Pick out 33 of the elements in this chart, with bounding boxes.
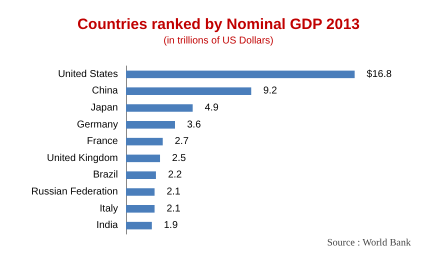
source-note: Source : World Bank [327, 238, 411, 248]
y-tick-label: Russian Federation [31, 186, 118, 198]
y-tick-label: Italy [100, 203, 118, 214]
y-tick-label: India [96, 220, 118, 232]
y-tick-label: Germany [76, 119, 118, 130]
bar [126, 205, 155, 213]
y-tick-label: United Kingdom [46, 152, 118, 164]
bar [126, 104, 193, 112]
data-label: 1.9 [164, 220, 178, 232]
data-label: $16.8 [366, 68, 392, 80]
bar [126, 188, 155, 196]
bar [126, 121, 175, 129]
bar [126, 171, 156, 179]
bar [126, 154, 160, 162]
y-tick-label: Japan [90, 102, 118, 114]
data-label: 2.5 [172, 152, 186, 164]
bar [126, 222, 152, 230]
y-tick-label: France [86, 136, 118, 148]
data-label: 9.2 [263, 86, 278, 97]
chart-title: Countries ranked by Nominal GDP 2013 [77, 16, 360, 33]
y-tick-label: Brazil [92, 170, 118, 181]
bar [126, 138, 163, 146]
y-tick-label: China [92, 86, 118, 97]
data-label: 2.1 [166, 186, 181, 198]
data-label: 2.1 [166, 203, 181, 214]
data-label: 2.2 [168, 170, 182, 181]
data-label: 4.9 [204, 102, 220, 114]
data-label: 2.7 [174, 136, 190, 148]
bar [126, 87, 252, 95]
chart-subtitle: (in trillions of US Dollars) [163, 36, 274, 46]
y-tick-label: United States [58, 68, 118, 80]
bar [126, 70, 355, 78]
data-label: 3.6 [187, 119, 202, 130]
